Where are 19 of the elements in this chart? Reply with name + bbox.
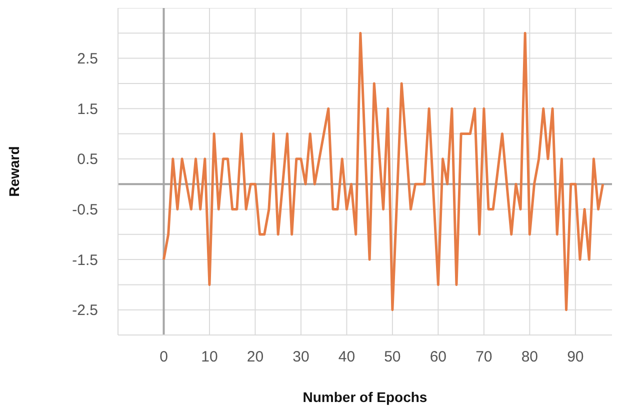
x-tick-label: 30 [292, 348, 310, 366]
y-tick-label: 0.5 [77, 151, 98, 168]
line-series [162, 32, 604, 312]
x-tick-label: 70 [476, 348, 492, 366]
y-axis-title: Reward [6, 146, 22, 197]
x-tick-label: 90 [567, 348, 584, 366]
x-tick-label: 0 [160, 348, 168, 366]
x-tick-label: 50 [384, 348, 401, 366]
y-tick-label: -2.5 [72, 302, 98, 320]
x-tick-label: 10 [201, 348, 218, 366]
y-tick-label: -1.5 [72, 252, 98, 269]
y-tick-label: 1.5 [77, 100, 98, 118]
y-tick-label: -0.5 [72, 202, 98, 219]
x-tick-label: 40 [338, 348, 356, 366]
x-axis-title: Number of Epochs [302, 389, 428, 405]
y-tick-label: 2.5 [77, 50, 98, 68]
x-tick-label: 60 [430, 348, 447, 366]
x-tick-label: 20 [246, 348, 264, 366]
x-tick-label: 80 [521, 348, 538, 366]
